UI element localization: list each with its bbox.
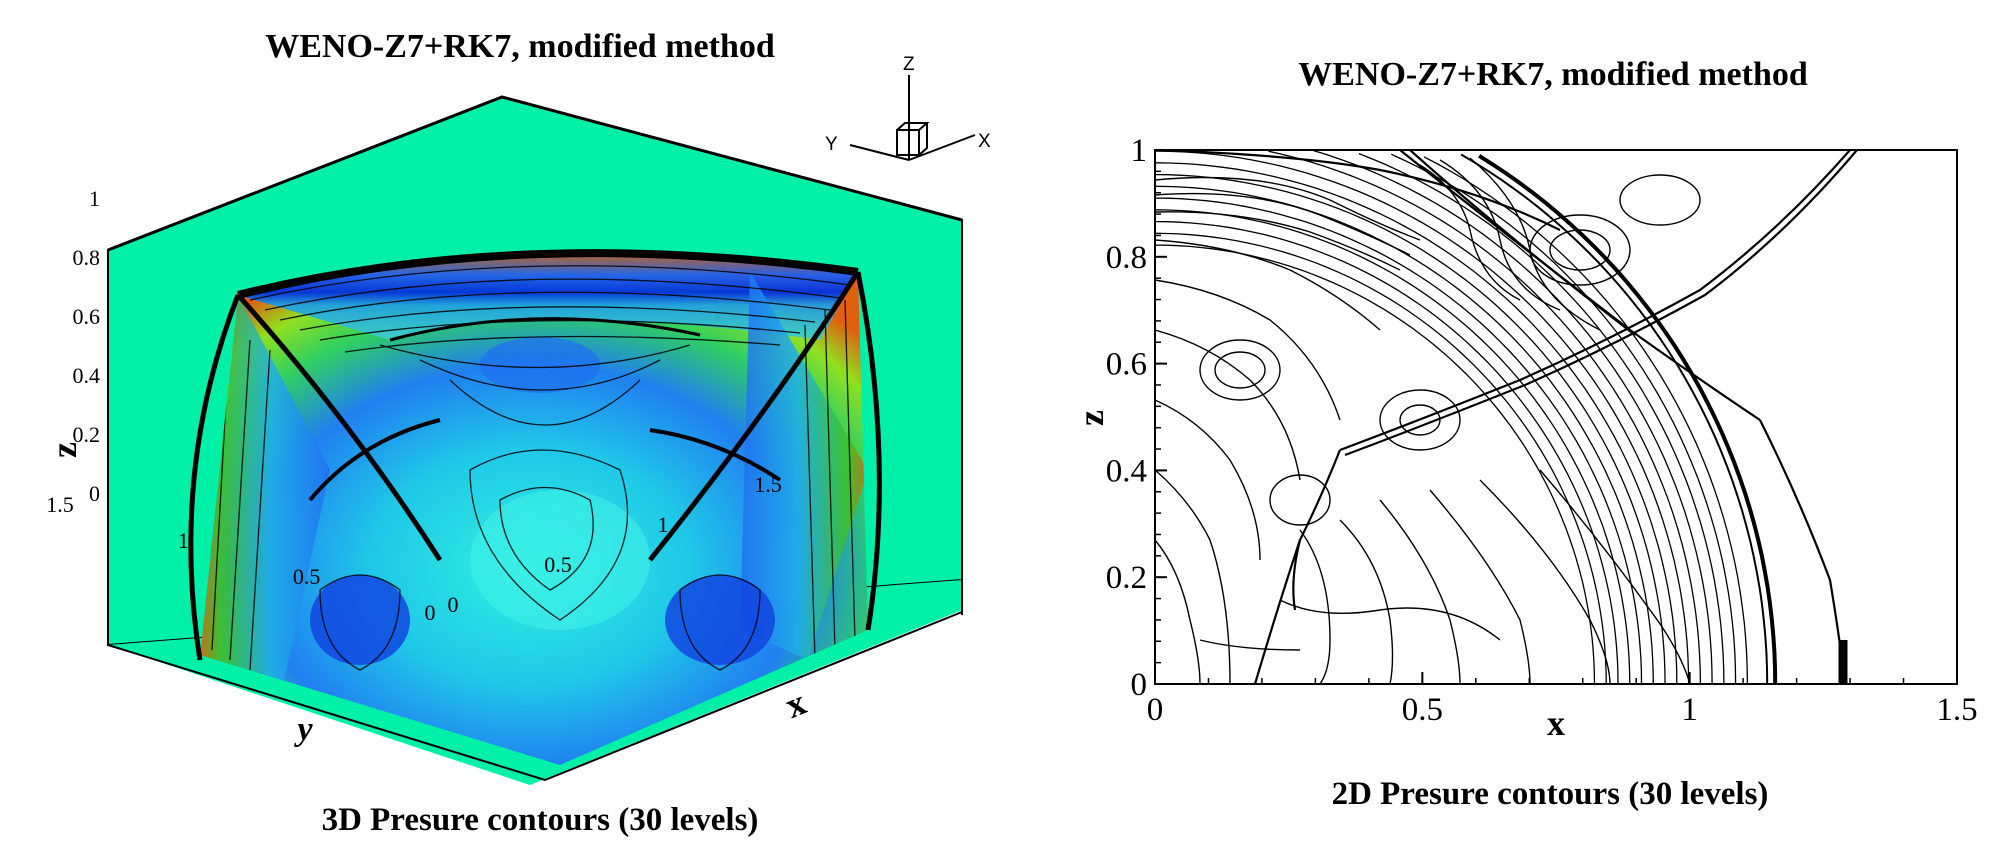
- y-tick-label: 0.2: [1106, 560, 1147, 596]
- contour-arc: [1155, 197, 1643, 684]
- chart-3d-plot: Z Y X 0 0.2 0.4 0.6 0.8 1 1.5 1 0.5 0 0 0.5 1 1.5 z…: [44, 54, 991, 785]
- z-tick-label: 0.4: [73, 363, 101, 388]
- pressure-band-left: [200, 295, 330, 700]
- low-pressure-center: [480, 337, 600, 393]
- diagonal-shock-3: [308, 418, 441, 502]
- x-axis-ticks: 0 0.5 1 1.5: [448, 472, 782, 617]
- y-axis-ticks-2d: 0 0.2 0.4 0.6 0.8 1: [1106, 133, 1167, 703]
- y-axis-label-2d: z: [1071, 410, 1111, 426]
- contour-arc: [1155, 232, 1607, 684]
- cube-bottom-edge: [107, 611, 963, 782]
- triad-y-label: Y: [825, 134, 838, 155]
- pressure-band-right: [740, 272, 868, 660]
- y-tick-label: 0.6: [1106, 347, 1147, 383]
- chart-2d-panel: WENO-Z7+RK7, modified method: [1000, 0, 2000, 865]
- z-tick-label: 0.6: [73, 304, 101, 329]
- x-tick-label: 0: [448, 592, 459, 617]
- chart-3d-panel: WENO-Z7+RK7, modified method: [44, 28, 991, 838]
- x-axis-label-2d: x: [1547, 703, 1565, 743]
- y-tick-label: 0: [1131, 667, 1148, 703]
- z-axis-ticks: 0 0.2 0.4 0.6 0.8 1: [73, 186, 101, 506]
- y-axis-ticks: 1.5 1 0.5 0: [46, 492, 435, 625]
- contour-arc: [1155, 220, 1619, 684]
- diagonal-shock-4: [649, 428, 782, 482]
- z-tick-label: 0.8: [73, 245, 101, 270]
- chart-3d-title: WENO-Z7+RK7, modified method: [265, 28, 775, 65]
- diagonal-shock-1: [236, 293, 443, 562]
- contour-arc: [1313, 150, 1713, 684]
- low-pressure-right: [665, 575, 775, 665]
- cube-top-edge: [107, 95, 963, 252]
- x-tick-label: 1.5: [1936, 692, 1977, 728]
- axis-triad: [849, 75, 976, 161]
- shock-front-left: [188, 294, 241, 661]
- contour-arc: [1155, 162, 1678, 684]
- y-tick-label: 1.5: [46, 492, 74, 517]
- contour-arc: [1390, 153, 1737, 684]
- shock-front-top: [237, 249, 859, 299]
- y-tick-label: 0.5: [293, 564, 321, 589]
- contour-structures: [1155, 157, 1701, 684]
- contour-arc: [1155, 173, 1666, 684]
- triad-x-label: X: [978, 131, 991, 152]
- x-tick-label: 0.5: [544, 552, 572, 577]
- shock-front-secondary: [1460, 153, 1769, 684]
- y-tick-label: 0.8: [1106, 240, 1147, 276]
- y-tick-label: 1: [1131, 133, 1148, 169]
- x-tick-label: 0: [1147, 692, 1164, 728]
- high-pressure-core: [470, 490, 650, 630]
- z-tick-label: 1: [89, 186, 100, 211]
- x-tick-label: 1: [658, 512, 669, 537]
- z-tick-label: 0.2: [73, 422, 101, 447]
- contour-arc: [1268, 150, 1702, 684]
- x-axis-label-3d: x: [780, 682, 812, 726]
- contour-arc: [1423, 156, 1749, 684]
- y-axis-label-3d: y: [293, 711, 313, 748]
- triad-z-label: Z: [903, 54, 915, 75]
- z-tick-label: 0: [89, 481, 100, 506]
- contour-arc: [1155, 244, 1596, 684]
- x-tick-label: 1: [1681, 692, 1698, 728]
- x-tick-label: 0.5: [1402, 692, 1443, 728]
- inner-arc: [389, 317, 701, 342]
- y-tick-label: 0: [425, 600, 436, 625]
- x-tick-label: 1.5: [754, 472, 782, 497]
- chart-2d-plot: 0 0.5 1 1.5 0 0.2 0.4 0.6 0.8 1 x z: [1071, 133, 1978, 743]
- chart-2d-title: WENO-Z7+RK7, modified method: [1298, 56, 1808, 93]
- diagonal-shock-2: [648, 270, 861, 562]
- pressure-band-top: [238, 253, 858, 340]
- z-axis-label-3d: z: [44, 442, 84, 458]
- contour-arcs: [1155, 150, 1749, 684]
- y-tick-label: 0.4: [1106, 453, 1147, 489]
- contour-lines-3d: [211, 265, 856, 671]
- shock-front: [1478, 154, 1778, 684]
- plot-frame: [1154, 149, 1958, 685]
- chart-3d-caption: 3D Presure contours (30 levels): [321, 802, 759, 838]
- shock-front-right: [855, 271, 882, 631]
- contour-arc: [1155, 150, 1690, 684]
- low-pressure-left: [310, 575, 410, 665]
- x-axis-ticks-2d: 0 0.5 1 1.5: [1147, 672, 1978, 728]
- y-tick-label: 1: [178, 528, 189, 553]
- chart-2d-caption: 2D Presure contours (30 levels): [1331, 776, 1769, 812]
